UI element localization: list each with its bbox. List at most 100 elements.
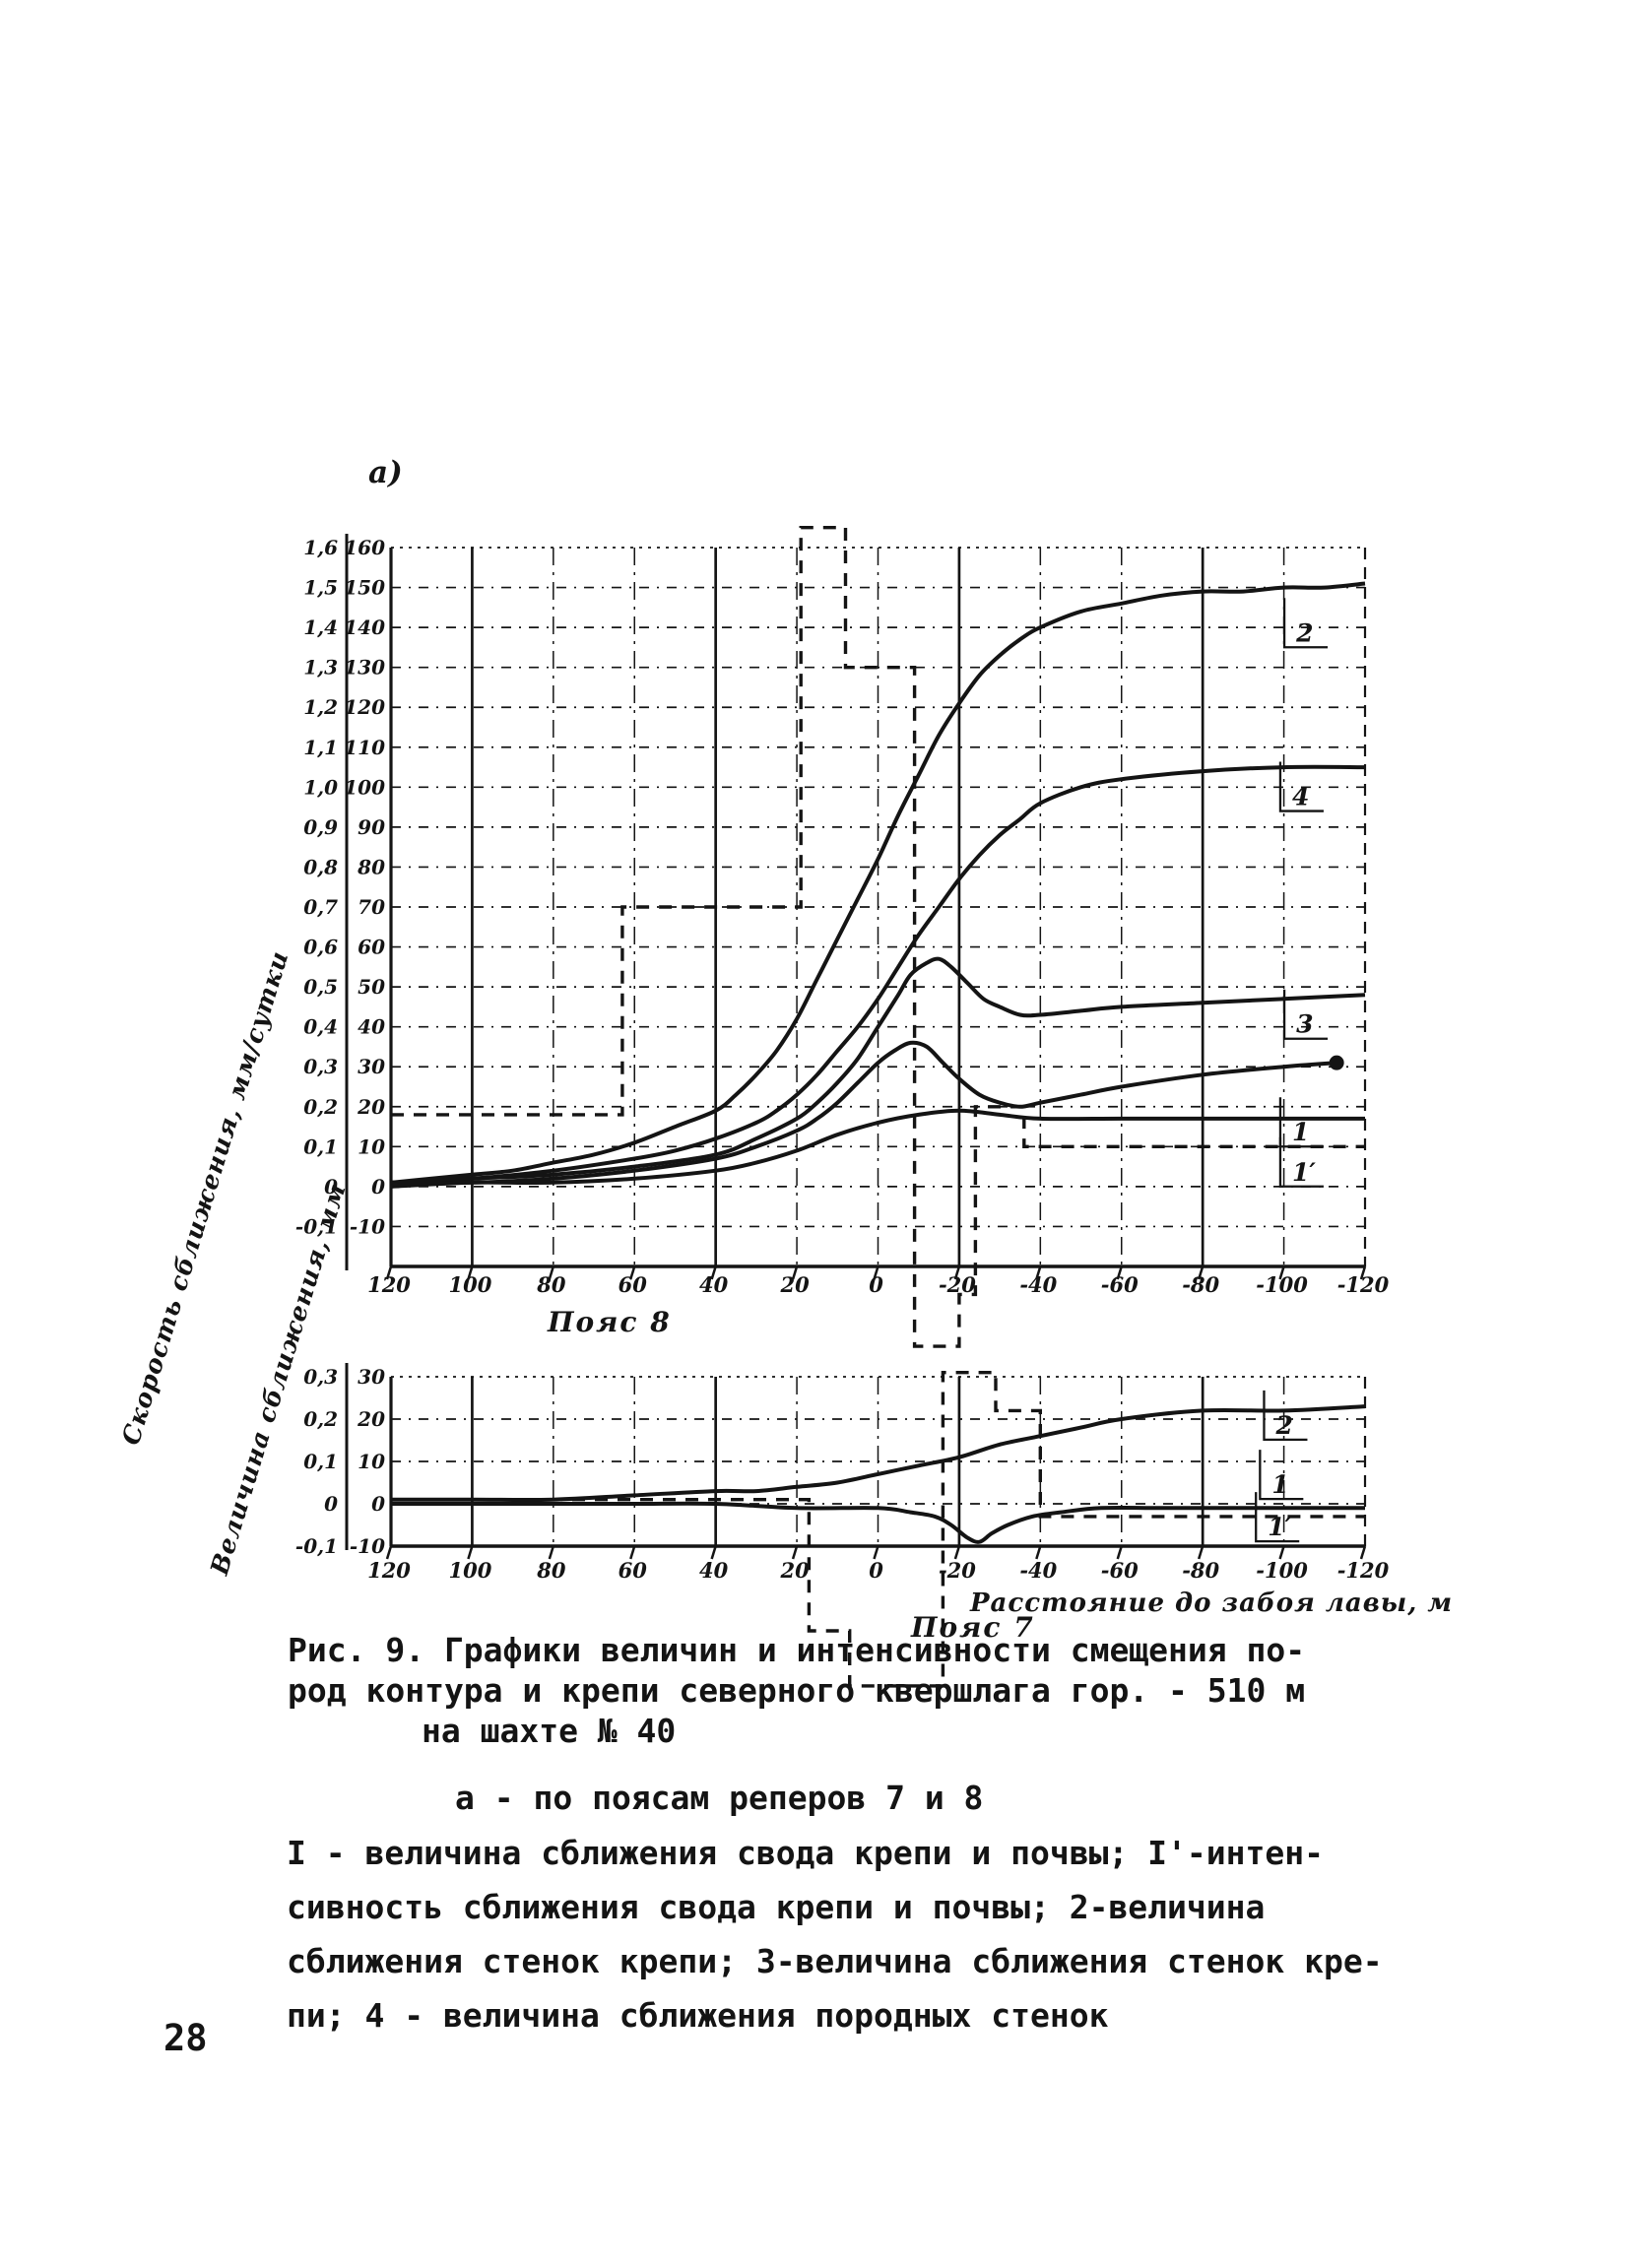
svg-text:-0,1: -0,1 xyxy=(295,1534,338,1558)
series-label-2-value-support-walls: 2 xyxy=(1274,1411,1292,1440)
svg-text:0,7: 0,7 xyxy=(303,895,338,919)
figure-caption-line-1: Рис. 9. Графики величин и интенсивности … xyxy=(288,1631,1306,1669)
svg-text:120: 120 xyxy=(367,1558,411,1583)
svg-text:-0,1: -0,1 xyxy=(295,1214,338,1238)
series-3-value-walls xyxy=(390,956,1366,1185)
legend-line-4: пи; 4 - величина сближения породных стен… xyxy=(287,1996,1109,2035)
svg-text:1,1: 1,1 xyxy=(303,736,338,759)
svg-text:120: 120 xyxy=(344,695,385,719)
legend-line-2: сивность сближения свода крепи и почвы; … xyxy=(287,1888,1266,1926)
series-label-1p-intensity-crown-floor: 1′ xyxy=(1292,1158,1316,1187)
svg-text:0,3: 0,3 xyxy=(303,1365,338,1389)
series-label-4-value-rock-walls: 4 xyxy=(1292,783,1309,811)
svg-text:80: 80 xyxy=(357,855,385,878)
svg-text:100: 100 xyxy=(344,775,385,799)
svg-text:0,9: 0,9 xyxy=(303,815,338,839)
svg-text:0,1: 0,1 xyxy=(303,1450,338,1473)
svg-text:-100: -100 xyxy=(1256,1272,1308,1297)
svg-text:140: 140 xyxy=(344,616,385,639)
svg-text:-80: -80 xyxy=(1182,1558,1219,1583)
svg-text:60: 60 xyxy=(619,1558,648,1583)
svg-text:20: 20 xyxy=(357,1095,385,1119)
svg-text:110: 110 xyxy=(344,736,385,759)
svg-text:1,3: 1,3 xyxy=(303,656,338,680)
svg-text:-120: -120 xyxy=(1337,1558,1390,1583)
svg-text:30: 30 xyxy=(358,1055,385,1078)
svg-text:80: 80 xyxy=(536,1558,566,1583)
svg-text:-60: -60 xyxy=(1101,1272,1139,1297)
svg-text:-100: -100 xyxy=(1256,1558,1308,1583)
series-1p-intensity-crown-floor xyxy=(391,526,1365,1348)
svg-text:10: 10 xyxy=(358,1450,385,1473)
svg-text:40: 40 xyxy=(699,1558,729,1583)
svg-text:0: 0 xyxy=(869,1272,883,1297)
series-2-value-support-walls xyxy=(391,1404,1366,1503)
series-1p-intensity-crown-floor xyxy=(391,1371,1365,1688)
svg-text:30: 30 xyxy=(358,1365,385,1389)
svg-text:-120: -120 xyxy=(1337,1272,1390,1297)
svg-text:60: 60 xyxy=(619,1272,648,1297)
series-curve-with-end-dot xyxy=(390,1040,1337,1186)
svg-text:0,2: 0,2 xyxy=(303,1095,338,1119)
svg-text:80: 80 xyxy=(536,1272,566,1297)
svg-text:100: 100 xyxy=(448,1272,491,1297)
svg-text:-60: -60 xyxy=(1101,1558,1139,1583)
svg-text:70: 70 xyxy=(358,895,385,919)
svg-text:-40: -40 xyxy=(1019,1558,1057,1583)
svg-text:0,3: 0,3 xyxy=(303,1055,338,1078)
series-4-value-rock-walls xyxy=(390,764,1366,1185)
series-label-1-value-crown-floor: 1 xyxy=(1292,1118,1309,1146)
svg-text:-20: -20 xyxy=(939,1558,976,1583)
svg-text:-80: -80 xyxy=(1182,1272,1219,1297)
series-label-3-value-walls: 3 xyxy=(1296,1010,1313,1039)
svg-text:20: 20 xyxy=(779,1272,810,1297)
svg-text:1,6: 1,6 xyxy=(303,536,338,559)
svg-text:120: 120 xyxy=(367,1272,411,1297)
x-axis-title: Расстояние до забоя лавы, м xyxy=(969,1588,1453,1618)
svg-text:1,4: 1,4 xyxy=(303,616,338,639)
svg-text:40: 40 xyxy=(358,1015,385,1039)
svg-text:-10: -10 xyxy=(350,1214,385,1238)
chart-footer-belt8: Пояс 8 xyxy=(547,1306,672,1338)
svg-text:0,2: 0,2 xyxy=(303,1407,338,1431)
svg-text:10: 10 xyxy=(358,1134,385,1158)
chart-footer-belt7: Пояс 7 xyxy=(910,1611,1035,1644)
svg-text:0,6: 0,6 xyxy=(303,936,338,959)
svg-text:0: 0 xyxy=(869,1558,883,1583)
svg-text:150: 150 xyxy=(344,576,385,600)
svg-text:0,5: 0,5 xyxy=(303,975,338,999)
svg-text:0,8: 0,8 xyxy=(303,855,338,878)
series-label-1-value-crown-floor: 1 xyxy=(1271,1470,1288,1499)
series-label-2-value-support-walls: 2 xyxy=(1295,618,1313,647)
svg-text:100: 100 xyxy=(448,1558,491,1583)
svg-text:0: 0 xyxy=(371,1492,385,1516)
panel-label-a: а) xyxy=(368,455,403,490)
series-1-value-crown-floor xyxy=(391,1501,1365,1544)
series-end-dot xyxy=(1329,1055,1344,1070)
svg-text:40: 40 xyxy=(699,1272,729,1297)
series-2-value-support-walls xyxy=(390,581,1366,1185)
series-1-value-crown-floor xyxy=(390,1108,1365,1189)
figure-caption-line-2: род контура и крепи северного квершлага … xyxy=(288,1671,1306,1710)
svg-text:160: 160 xyxy=(344,536,385,559)
legend-line-1: I - величина сближения свода крепи и поч… xyxy=(287,1834,1324,1872)
legend-line-3: сближения стенок крепи; 3-величина сближ… xyxy=(287,1942,1383,1980)
svg-text:0: 0 xyxy=(324,1175,338,1199)
svg-text:90: 90 xyxy=(358,815,385,839)
svg-text:130: 130 xyxy=(344,656,385,680)
figure-subcaption: а - по поясам реперов 7 и 8 xyxy=(455,1779,984,1817)
svg-text:0,4: 0,4 xyxy=(303,1015,338,1039)
page-number: 28 xyxy=(163,2017,208,2059)
svg-text:0,1: 0,1 xyxy=(303,1134,338,1158)
svg-text:1,2: 1,2 xyxy=(303,695,338,719)
svg-text:-40: -40 xyxy=(1019,1272,1057,1297)
svg-text:20: 20 xyxy=(357,1407,385,1431)
svg-text:60: 60 xyxy=(358,936,385,959)
svg-text:0: 0 xyxy=(324,1492,338,1516)
svg-text:1,5: 1,5 xyxy=(303,576,338,600)
figure-caption-line-3: на шахте № 40 xyxy=(422,1712,677,1750)
